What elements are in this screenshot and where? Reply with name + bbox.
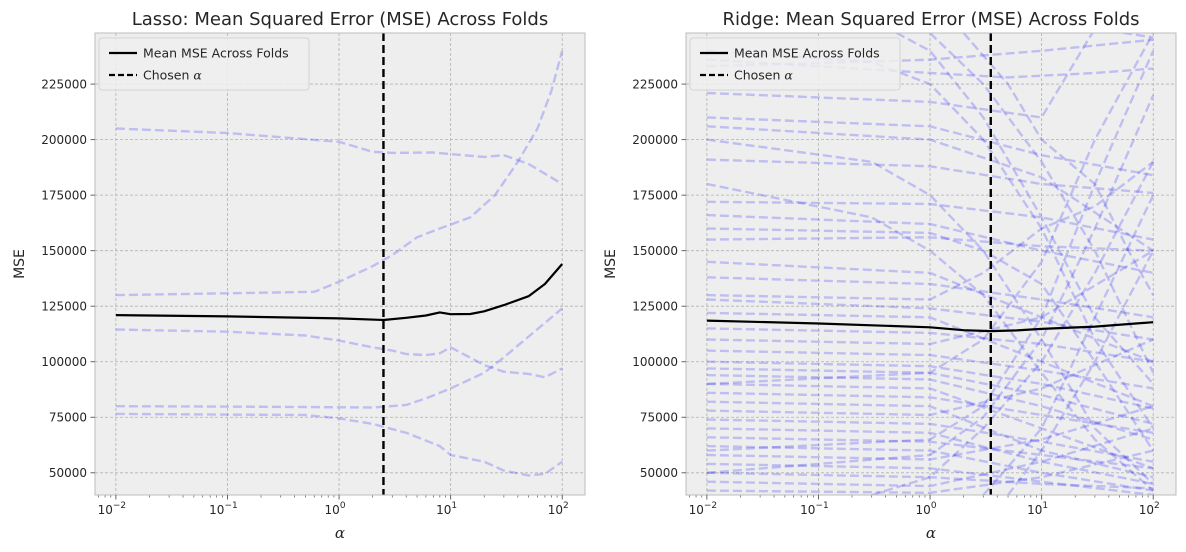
lasso-x-tick-label: 10−2: [98, 501, 127, 517]
ridge-y-tick-label: 150000: [632, 244, 678, 258]
ridge-fold-line-10: [706, 260, 1154, 363]
ridge-fold-line-34: [706, 138, 1155, 485]
ridge-fold-line-31: [706, 427, 1154, 488]
ridge-fold-line-9: [706, 236, 1154, 252]
ridge-fold-line-42: [962, 33, 1155, 296]
ridge-fold-line-44: [1007, 250, 1155, 495]
ridge-fold-line-18: [706, 367, 1154, 426]
ridge-axes-frame: [685, 32, 1177, 496]
lasso-fold-line-1: [115, 127, 563, 186]
ridge-fold-line-27: [706, 444, 1154, 492]
ridge-fold-line-12: [706, 298, 1154, 341]
lasso-panel: 10−2 10−1 100 101 102 50000 75000 100000 125000 1…: [12, 9, 586, 542]
ridge-fold-line-33: [706, 49, 1155, 430]
ridge-x-axis-label: α: [926, 524, 936, 542]
ridge-x-tick-label: 10−2: [689, 501, 718, 517]
lasso-fold-line-2: [115, 50, 564, 297]
ridge-fold-line-6: [706, 158, 1154, 195]
ridge-legend-label-2: Chosen α: [734, 68, 793, 83]
ridge-fold-line-23: [706, 338, 1154, 417]
lasso-y-tick-label: 150000: [41, 244, 87, 258]
ridge-chart-title: Ridge: Mean Squared Error (MSE) Across F…: [722, 9, 1139, 30]
lasso-x-tick-label: 10−1: [209, 501, 238, 517]
ridge-fold-line-25: [706, 427, 1154, 486]
ridge-fold-line-41: [929, 33, 1155, 374]
lasso-fold-line-5: [115, 412, 563, 477]
ridge-y-tick-label: 175000: [632, 188, 678, 202]
ridge-fold-line-5: [706, 125, 1154, 252]
ridge-fold-line-19: [706, 373, 1154, 441]
lasso-legend-box: [98, 37, 310, 91]
ridge-fold-line-22: [706, 400, 1154, 479]
ridge-x-tick-label: 100: [916, 501, 937, 517]
ridge-y-axis-label: MSE: [603, 249, 619, 279]
ridge-fold-line-38: [706, 33, 1155, 386]
ridge-fold-line-26: [706, 436, 1154, 470]
ridge-y-tick-label: 200000: [632, 133, 678, 147]
ridge-fold-line-7: [706, 200, 1154, 241]
ridge-fold-line-29: [706, 462, 1154, 495]
lasso-legend-label-1: Mean MSE Across Folds: [143, 46, 289, 61]
ridge-fold-line-45: [706, 160, 1154, 301]
ridge-fold-line-3: [706, 33, 1154, 119]
lasso-y-tick-label: 75000: [49, 411, 87, 425]
lasso-x-tick-label: 101: [436, 501, 457, 517]
lasso-y-tick-label: 175000: [41, 188, 87, 202]
ridge-legend: Mean MSE Across Folds Chosen α: [689, 37, 901, 91]
ridge-fold-line-8: [706, 213, 1154, 275]
ridge-fold-line-24: [706, 418, 1154, 463]
ridge-fold-line-43: [982, 194, 1155, 495]
lasso-y-tick-label: 125000: [41, 300, 87, 314]
ridge-fold-line-21: [706, 391, 1154, 434]
lasso-plot-area: [95, 33, 585, 495]
lasso-mean-mse-line: [115, 263, 564, 322]
ridge-fold-line-36: [706, 50, 1155, 452]
lasso-y-axis-label: MSE: [12, 249, 28, 279]
lasso-y-tick-label: 50000: [49, 466, 87, 480]
ridge-panel: 10−2 10−1 100 101 102 50000 75000 100000 125000 1…: [603, 9, 1177, 542]
ridge-fold-line-39: [895, 33, 1155, 385]
ridge-x-tick-label: 101: [1027, 501, 1048, 517]
ridge-fold-line-16: [706, 349, 1154, 390]
lasso-fold-line-4: [115, 307, 563, 409]
lasso-y-tick-label: 200000: [41, 133, 87, 147]
ridge-legend-box: [689, 37, 901, 91]
lasso-x-tick-label: 102: [548, 501, 569, 517]
ridge-fold-line-4: [706, 116, 1154, 177]
lasso-y-tick-label: 100000: [41, 355, 87, 369]
ridge-fold-line-37: [706, 94, 1155, 474]
ridge-fold-line-30: [706, 471, 1154, 490]
ridge-legend-label-1: Mean MSE Across Folds: [734, 46, 880, 61]
ridge-fold-line-17: [706, 360, 1154, 410]
lasso-legend-label-2: Chosen α: [143, 68, 202, 83]
ridge-fold-line-20: [706, 382, 1154, 470]
ridge-y-tick-label: 100000: [632, 355, 678, 369]
lasso-fold-lines: [115, 50, 564, 477]
ridge-fold-line-40: [871, 161, 1155, 495]
ridge-y-tick-label: 225000: [632, 77, 678, 91]
ridge-x-tick-label: 10−1: [800, 501, 829, 517]
lasso-fold-line-3: [115, 328, 563, 379]
lasso-x-axis-label: α: [335, 524, 345, 542]
ridge-fold-line-32: [706, 449, 1154, 494]
ridge-y-tick-label: 75000: [640, 411, 678, 425]
lasso-x-tick-label: 100: [325, 501, 346, 517]
lasso-y-tick-label: 225000: [41, 77, 87, 91]
lasso-legend: Mean MSE Across Folds Chosen α: [98, 37, 310, 91]
lasso-axes-frame: [94, 32, 586, 496]
ridge-fold-line-35: [706, 182, 1154, 492]
ridge-y-tick-label: 125000: [632, 300, 678, 314]
ridge-plot-area: [686, 33, 1176, 495]
ridge-y-tick-label: 50000: [640, 466, 678, 480]
ridge-fold-line-13: [706, 311, 1154, 408]
ridge-x-tick-label: 102: [1139, 501, 1160, 517]
ridge-fold-line-14: [706, 327, 1154, 363]
ridge-mean-mse-line: [706, 319, 1154, 333]
lasso-chart-title: Lasso: Mean Squared Error (MSE) Across F…: [132, 9, 549, 30]
ridge-fold-line-28: [706, 405, 1154, 461]
ridge-fold-line-11: [706, 276, 1154, 319]
ridge-fold-line-46: [706, 227, 1155, 452]
